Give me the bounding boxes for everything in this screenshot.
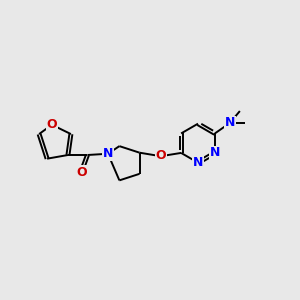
Text: N: N — [193, 156, 203, 169]
Text: O: O — [76, 166, 87, 179]
Text: O: O — [155, 149, 166, 162]
Text: N: N — [103, 147, 113, 160]
Text: O: O — [46, 118, 57, 131]
Text: N: N — [210, 146, 220, 159]
Text: N: N — [225, 116, 235, 129]
